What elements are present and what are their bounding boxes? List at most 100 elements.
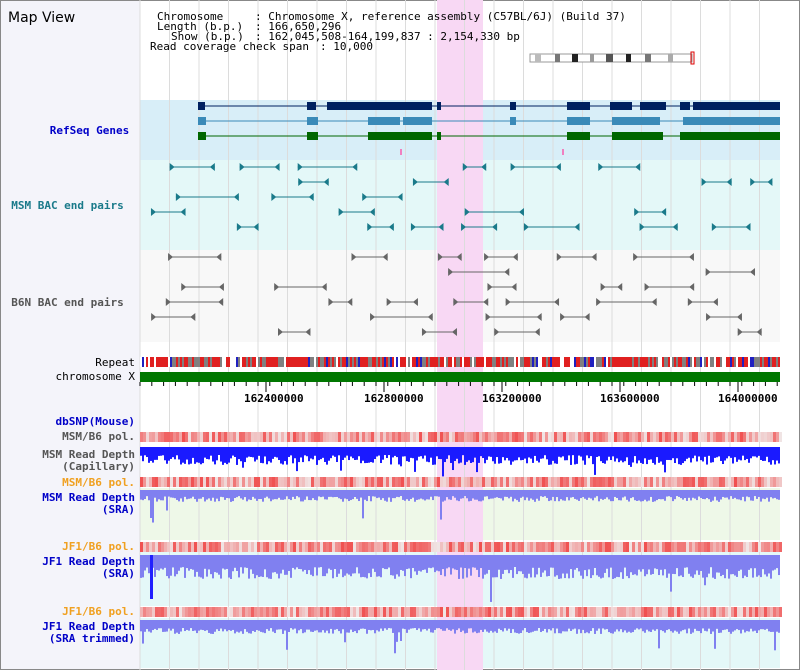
depth-bar (224, 620, 226, 630)
pol-cell (767, 607, 770, 617)
pol-cell (599, 477, 602, 487)
pol-cell (767, 432, 770, 442)
pol-cell (428, 607, 431, 617)
depth-bar (728, 447, 730, 457)
depth-bar (496, 620, 498, 633)
depth-bar (252, 490, 254, 497)
pol-cell (680, 432, 683, 442)
repeat-block (400, 357, 402, 367)
depth-bar (738, 620, 740, 631)
pol-cell (413, 432, 416, 442)
depth-bar (278, 490, 280, 498)
repeat-block (602, 357, 604, 367)
depth-bar (596, 490, 598, 497)
pol-cell (158, 607, 161, 617)
depth-bar (676, 555, 678, 569)
depth-bar (514, 447, 516, 461)
pol-cell (512, 607, 515, 617)
pol-cell (314, 542, 317, 552)
depth-bar (732, 490, 734, 499)
pol-cell (146, 542, 149, 552)
pol-cell (704, 432, 707, 442)
depth-bar (506, 447, 508, 458)
depth-bar (582, 620, 584, 630)
chromosome-label: chromosome X (55, 370, 135, 383)
depth-bar (394, 490, 396, 499)
depth-bar (258, 447, 260, 456)
depth-bar (734, 620, 736, 631)
gene-exon (198, 132, 206, 140)
depth-bar (156, 555, 158, 570)
depth-bar (570, 447, 572, 465)
pol-cell (347, 542, 350, 552)
b6n-bac-label[interactable]: B6N BAC end pairs (11, 296, 124, 309)
depth-bar (568, 447, 570, 456)
depth-bar (168, 447, 170, 461)
pol-cell (374, 607, 377, 617)
pol-cell (308, 432, 311, 442)
msm-bac-label[interactable]: MSM BAC end pairs (11, 199, 124, 212)
depth-bar (244, 490, 246, 498)
pol-cell (617, 432, 620, 442)
depth-bar (276, 620, 278, 630)
depth-bar (756, 620, 758, 634)
depth-bar (202, 555, 204, 579)
pol-cell (212, 477, 215, 487)
pol-cell (545, 542, 548, 552)
depth-bar (336, 490, 338, 497)
pol-cell (650, 542, 653, 552)
depth-bar (586, 620, 588, 633)
repeat-block (774, 357, 776, 367)
pol-cell (554, 432, 557, 442)
depth-bar (180, 490, 182, 499)
repeat-block (460, 357, 462, 367)
depth-bar (426, 447, 428, 462)
repeat-block (208, 357, 210, 367)
repeat-block (606, 357, 608, 367)
pol-cell (764, 477, 767, 487)
bac-end (510, 163, 516, 171)
depth-bar (492, 447, 494, 462)
pol-cell (293, 432, 296, 442)
pol-cell (350, 432, 353, 442)
depth-bar (698, 620, 700, 632)
depth-bar (698, 555, 700, 575)
repeat-block (694, 357, 696, 367)
depth-bar (774, 555, 776, 570)
bac-end (555, 163, 561, 171)
depth-bar (202, 620, 204, 631)
depth-bar (776, 447, 778, 461)
depth-bar (162, 447, 164, 456)
repeat-block (540, 357, 542, 367)
depth-bar (592, 447, 594, 465)
repeat-block (594, 357, 596, 367)
depth-bar (462, 555, 464, 579)
gene-exon (368, 117, 400, 125)
pol-cell (686, 607, 689, 617)
depth-bar (720, 447, 722, 461)
repeat-block (530, 357, 532, 367)
pol-cell (536, 607, 539, 617)
depth-bar (494, 555, 496, 578)
pol-cell (623, 542, 626, 552)
depth-bar (704, 490, 706, 500)
depth-bar (398, 555, 400, 577)
depth-bar (210, 620, 212, 634)
depth-bar (318, 447, 320, 461)
depth-bar (620, 555, 622, 573)
depth-bar (146, 447, 148, 458)
repeat-block (254, 357, 256, 367)
depth-bar (174, 620, 176, 634)
bac-end (494, 328, 500, 336)
repeat-block (232, 357, 234, 367)
depth-bar (440, 620, 442, 630)
depth-bar (530, 620, 532, 633)
depth-bar (708, 490, 710, 500)
refseq-genes-label[interactable]: RefSeq Genes (49, 124, 130, 137)
depth-bar (448, 490, 450, 500)
depth-bar (450, 555, 452, 575)
depth-bar (442, 555, 444, 570)
repeat-block (286, 357, 288, 367)
dbsnp-label[interactable]: dbSNP(Mouse) (55, 415, 135, 428)
